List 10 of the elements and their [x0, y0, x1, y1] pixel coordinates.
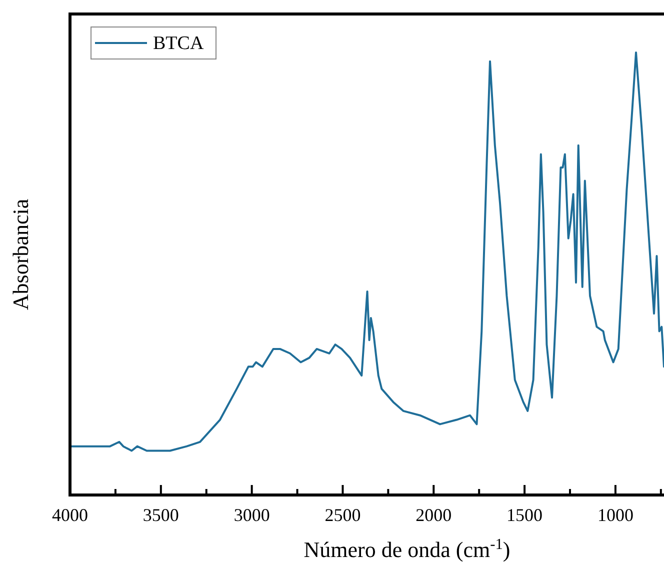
x-tick-label: 4000 — [52, 505, 88, 525]
x-tick-label: 3000 — [234, 505, 270, 525]
x-tick-label: 1500 — [506, 505, 543, 525]
y-axis-title: Absorbancia — [8, 198, 33, 310]
x-axis-title: Número de onda (cm$^{-1}$) — [304, 536, 510, 562]
x-tick-label: 2500 — [324, 505, 361, 525]
x-tick-label: 3500 — [142, 505, 179, 525]
legend-label: BTCA — [153, 33, 204, 54]
x-tick-label: 1000 — [597, 505, 634, 525]
x-tick-label: 2000 — [416, 505, 452, 525]
